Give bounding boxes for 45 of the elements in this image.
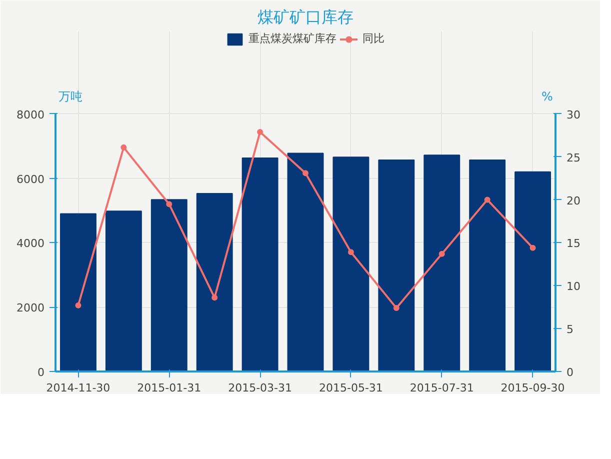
legend-label: 重点煤炭煤矿库存 <box>248 31 336 46</box>
point <box>75 302 82 308</box>
y2-tick-label: 25 <box>566 151 580 164</box>
x-tick-label: 2015-09-30 <box>500 382 565 394</box>
y2-tick-label: 0 <box>566 366 574 379</box>
bar <box>150 199 188 372</box>
legend-label: 同比 <box>362 31 384 46</box>
y2-tick-label: 10 <box>566 280 580 294</box>
bar <box>332 156 370 372</box>
y-tick-label: 4000 <box>16 237 45 250</box>
bar <box>378 159 415 372</box>
point <box>302 170 308 176</box>
y-tick-label: 6000 <box>16 172 45 186</box>
y-tick-label: 8000 <box>16 108 45 122</box>
y2-tick-label: 30 <box>566 108 580 122</box>
bar <box>469 159 506 372</box>
y-tick-label: 2000 <box>16 302 45 315</box>
y-axis-title: 万吨 <box>58 90 82 104</box>
x-tick-label: 2014-11-30 <box>46 382 110 394</box>
x-tick-label: 2015-05-31 <box>318 382 383 394</box>
point <box>530 244 536 251</box>
point <box>257 128 264 135</box>
x-tick-label: 2015-01-31 <box>137 382 202 394</box>
bar <box>424 154 460 372</box>
y2-tick-label: 5 <box>566 323 574 336</box>
x-tick-label: 2015-03-31 <box>228 382 292 394</box>
point <box>393 304 400 311</box>
chart-title: 煤矿矿口库存 <box>258 8 354 26</box>
bar <box>196 192 233 372</box>
point <box>438 250 445 257</box>
bar <box>514 171 551 372</box>
point <box>166 201 172 208</box>
y2-axis-title: % <box>542 90 553 104</box>
point <box>484 196 490 203</box>
x-tick-label: 2015-07-31 <box>410 382 474 394</box>
bar <box>242 158 278 372</box>
y2-tick-label: 20 <box>566 194 580 208</box>
point <box>120 144 127 150</box>
bar <box>60 213 96 372</box>
bar <box>105 210 142 372</box>
point <box>212 294 218 301</box>
y2-tick-label: 15 <box>566 237 580 250</box>
point <box>348 249 354 256</box>
y-tick-label: 0 <box>38 366 44 379</box>
bar <box>287 152 324 372</box>
